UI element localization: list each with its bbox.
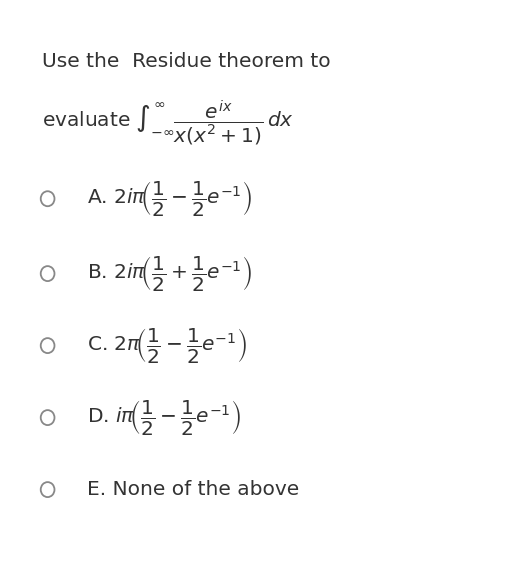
Text: D. $i\pi\!\left(\dfrac{1}{2} - \dfrac{1}{2}e^{-1}\right)$: D. $i\pi\!\left(\dfrac{1}{2} - \dfrac{1}…: [87, 398, 241, 437]
Text: A. $2i\pi\!\left(\dfrac{1}{2} - \dfrac{1}{2}e^{-1}\right)$: A. $2i\pi\!\left(\dfrac{1}{2} - \dfrac{1…: [87, 179, 252, 218]
Text: E. None of the above: E. None of the above: [87, 480, 299, 499]
Text: evaluate $\int_{-\infty}^{\infty} \dfrac{e^{ix}}{x(x^2+1)}\,dx$: evaluate $\int_{-\infty}^{\infty} \dfrac…: [42, 98, 294, 147]
Text: Use the  Residue theorem to: Use the Residue theorem to: [42, 52, 331, 71]
Text: B. $2i\pi\!\left(\dfrac{1}{2} + \dfrac{1}{2}e^{-1}\right)$: B. $2i\pi\!\left(\dfrac{1}{2} + \dfrac{1…: [87, 254, 252, 293]
Text: C. $2\pi\!\left(\dfrac{1}{2} - \dfrac{1}{2}e^{-1}\right)$: C. $2\pi\!\left(\dfrac{1}{2} - \dfrac{1}…: [87, 326, 247, 365]
